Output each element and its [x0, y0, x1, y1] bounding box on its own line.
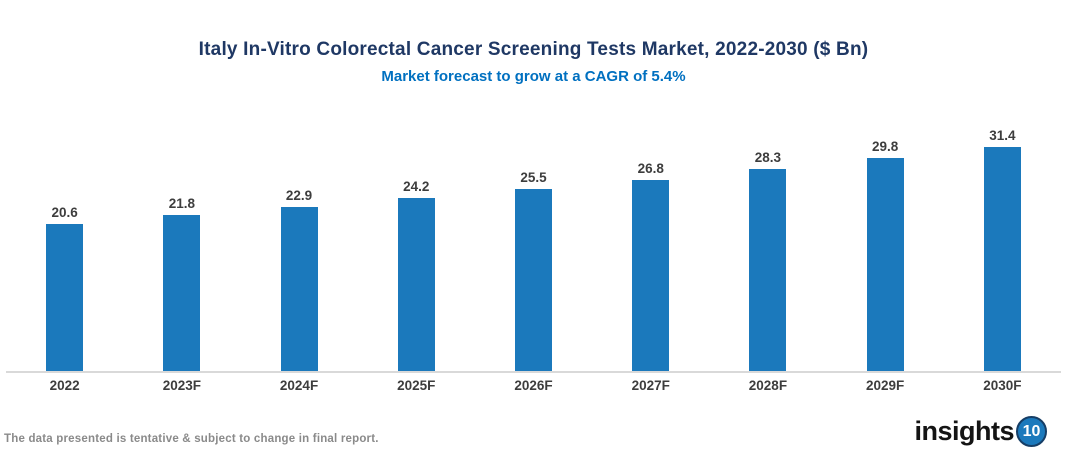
- insights10-logo: insights 10: [914, 416, 1047, 447]
- bar: [397, 198, 435, 371]
- x-axis-label: 2025F: [397, 378, 436, 393]
- bar-value-label: 31.4: [989, 127, 1016, 143]
- x-axis-label: 2030F: [983, 378, 1022, 393]
- bar: [46, 223, 84, 371]
- x-axis-label: 2029F: [866, 378, 905, 393]
- bar-column: 29.8: [827, 139, 944, 371]
- disclaimer-text: The data presented is tentative & subjec…: [4, 433, 379, 445]
- x-axis-label: 2023F: [162, 378, 201, 393]
- bar-column: 22.9: [240, 188, 357, 371]
- logo-badge: 10: [1016, 416, 1047, 447]
- x-axis-label: 2024F: [279, 378, 319, 393]
- x-axis-label: 2026F: [514, 378, 553, 393]
- bar-value-label: 21.8: [168, 196, 195, 212]
- bar: [749, 168, 787, 371]
- bar-column: 28.3: [709, 150, 826, 371]
- bar-value-label: 28.3: [754, 149, 782, 165]
- chart-header: Italy In-Vitro Colorectal Cancer Screeni…: [0, 0, 1067, 87]
- bar-chart-plot-area: 20.6 21.8 22.9 24.2 25.5 26.8 28.3 29.8 31.4: [6, 123, 1061, 373]
- bar-value-label: 26.8: [637, 160, 664, 176]
- chart-subtitle: Market forecast to grow at a CAGR of 5.4…: [381, 68, 686, 85]
- bar-column: 31.4: [944, 128, 1061, 371]
- x-axis-label: 2027F: [631, 378, 670, 393]
- bar-column: 26.8: [592, 161, 709, 371]
- bar-value-label: 24.2: [403, 179, 430, 195]
- bar: [632, 179, 670, 371]
- x-axis-label: 2022: [49, 378, 80, 393]
- bar-value-label: 29.8: [872, 139, 899, 155]
- bar: [866, 158, 904, 371]
- bar-column: 20.6: [6, 205, 123, 371]
- x-axis-label: 2028F: [748, 378, 788, 393]
- chart-title: Italy In-Vitro Colorectal Cancer Screeni…: [198, 39, 869, 60]
- bar: [983, 146, 1021, 371]
- bar-value-label: 20.6: [51, 204, 78, 220]
- bar-value-label: 22.9: [285, 188, 313, 204]
- logo-text: insights: [914, 416, 1014, 446]
- bar-column: 24.2: [358, 179, 475, 371]
- bar: [163, 215, 201, 371]
- x-axis-labels-row: 2022 2023F 2024F 2025F 2026F 2027F 2028F 2029F 2…: [6, 373, 1061, 393]
- bar-value-label: 25.5: [520, 169, 547, 185]
- bar-column: 21.8: [123, 196, 240, 371]
- bar-column: 25.5: [475, 170, 592, 371]
- bar: [280, 207, 318, 371]
- bar: [514, 188, 552, 371]
